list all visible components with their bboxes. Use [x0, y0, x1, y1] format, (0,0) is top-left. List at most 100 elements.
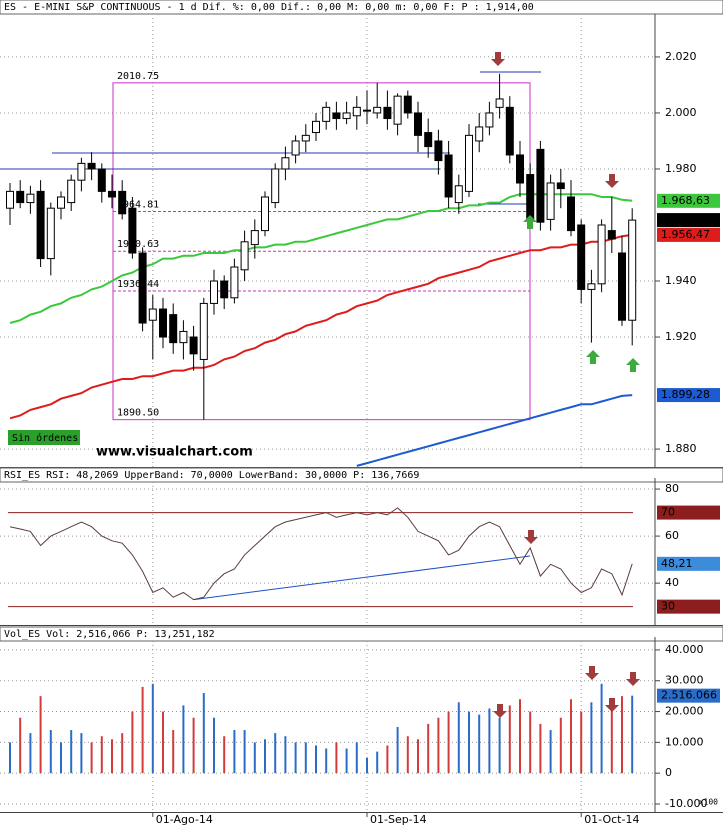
fib-label: 1950.63	[117, 239, 159, 250]
volume-bar	[345, 748, 348, 774]
volume-bar	[315, 745, 317, 774]
volume-bar	[539, 723, 542, 774]
candle-body	[230, 266, 239, 299]
volume-bar	[131, 711, 134, 774]
y-tick-label: 10.000	[665, 735, 704, 748]
candle-body	[189, 336, 198, 355]
x-tick-label: 01-Sep-14	[370, 813, 427, 826]
candle-body	[434, 140, 443, 162]
volume-bar	[580, 711, 583, 774]
volume-bar	[386, 745, 389, 774]
volume-bar	[39, 696, 42, 774]
volume-bar	[151, 683, 154, 774]
candle-body	[148, 308, 157, 321]
candle-body	[77, 162, 86, 181]
candle-body	[36, 190, 45, 260]
volume-bar	[182, 705, 185, 774]
volume-bar	[335, 742, 338, 774]
volume-bar	[90, 742, 93, 774]
candle-body	[250, 230, 259, 246]
volume-bar	[417, 739, 419, 774]
candle-body	[118, 190, 127, 215]
candle-body	[169, 314, 178, 344]
sell-arrow	[493, 704, 507, 718]
candle-body	[67, 179, 76, 204]
candle-body	[261, 196, 269, 232]
candle-body	[607, 230, 616, 240]
volume-bar	[468, 711, 470, 774]
unit-label: x100	[699, 798, 718, 807]
sell-arrow	[524, 530, 538, 544]
panel-header	[0, 626, 723, 642]
candle-body	[556, 182, 565, 190]
last-value-box	[657, 688, 720, 703]
watermark: www.visualchart.com	[96, 445, 253, 460]
candle-body	[159, 308, 167, 338]
candle-body	[383, 106, 392, 120]
panel-title: RSI_ES RSI: 48,2069 UpperBand: 70,0000 L…	[4, 470, 347, 481]
fib-label: 2010.75	[117, 71, 159, 82]
moving-average	[356, 394, 633, 467]
rsi-line	[9, 507, 633, 601]
panel-title-value: P: 136,7669	[353, 470, 419, 481]
volume-bar	[559, 717, 562, 774]
volume-bar	[172, 730, 175, 774]
candle-body	[57, 196, 65, 209]
sell-arrow	[605, 174, 619, 188]
candle-body	[414, 112, 422, 136]
volume-bar	[100, 736, 103, 774]
volume-bar	[141, 686, 144, 774]
volume-bar	[437, 717, 440, 774]
candle-body	[332, 112, 341, 120]
volume-bar	[111, 739, 113, 774]
last-value: 1.968,63	[661, 194, 710, 207]
y-tick-label: 80	[665, 482, 679, 495]
band-label-box	[657, 505, 720, 520]
volume-bar	[631, 695, 634, 774]
volume-bar	[406, 736, 409, 774]
fib-label: 1936.44	[117, 279, 159, 290]
candle-body	[138, 252, 147, 324]
panel-header	[0, 0, 723, 15]
volume-bar	[304, 742, 307, 774]
candle-body	[97, 168, 106, 192]
sell-arrow	[491, 52, 505, 66]
volume-bar	[29, 733, 32, 774]
y-tick-label: -10.000	[665, 797, 707, 810]
volume-bar	[508, 705, 511, 774]
candle-body	[240, 241, 249, 271]
candle-body	[526, 174, 535, 220]
candle-body	[587, 283, 596, 290]
rsi-trend-line	[193, 555, 531, 601]
last-value: 1.899,28	[661, 388, 710, 401]
candle-body	[618, 252, 626, 321]
y-tick-label: 20.000	[665, 705, 704, 718]
panel-header	[0, 467, 723, 483]
candle-body	[403, 95, 412, 114]
y-tick-label: 2.000	[665, 106, 697, 119]
buy-arrow	[586, 350, 600, 364]
volume-bar	[233, 730, 236, 774]
band-label-box	[657, 599, 720, 614]
y-tick-label: 0	[665, 766, 672, 779]
y-tick-label: 1.920	[665, 330, 697, 343]
y-tick-label: 1.940	[665, 274, 697, 287]
volume-bar	[192, 717, 195, 774]
candle-body	[536, 148, 545, 223]
last-value-box	[657, 227, 720, 242]
volume-bar	[457, 702, 460, 774]
volume-bar	[355, 742, 358, 774]
candle-body	[108, 190, 116, 198]
candle-body	[220, 280, 229, 299]
candle-body	[16, 190, 25, 204]
status-text: Sin órdenes	[12, 432, 78, 444]
y-tick-label: 40	[665, 576, 679, 589]
volume-bar	[621, 696, 623, 774]
status-box	[8, 430, 80, 445]
candle-body	[597, 224, 606, 285]
volume-bar	[274, 733, 277, 774]
candle-body	[444, 154, 453, 198]
candle-body	[505, 106, 514, 156]
volume-bar	[376, 751, 379, 774]
candle-body	[475, 126, 484, 142]
